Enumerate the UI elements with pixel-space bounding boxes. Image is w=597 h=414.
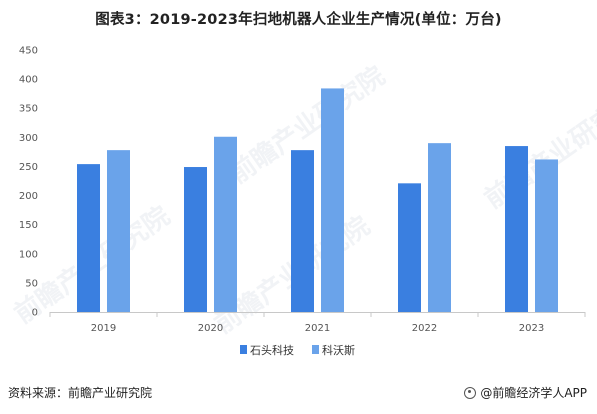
x-tick-label: 2021 [305, 323, 330, 334]
brand-logo-icon [464, 386, 477, 399]
brand: @前瞻经济学人APP [464, 384, 587, 401]
bar-series1 [77, 164, 100, 312]
y-tick-label: 400 [19, 75, 38, 86]
bar-series2 [535, 159, 558, 312]
y-tick-label: 150 [19, 220, 38, 231]
legend-swatch [240, 345, 247, 354]
x-tick-label: 2023 [519, 323, 544, 334]
brand-text: @前瞻经济学人APP [480, 386, 587, 400]
x-tick-label: 2019 [91, 323, 116, 334]
y-tick-label: 450 [19, 46, 38, 57]
bar-series1 [398, 183, 421, 312]
y-tick-label: 50 [25, 278, 38, 289]
bar-series2 [321, 88, 344, 312]
legend-label: 石头科技 [250, 343, 294, 357]
bar-series2 [428, 143, 451, 312]
y-tick-label: 0 [32, 308, 38, 319]
bar-series1 [291, 150, 314, 312]
footer: 资料来源：前瞻产业研究院 @前瞻经济学人APP [0, 384, 597, 406]
y-tick-label: 200 [19, 191, 38, 202]
chart-title: 图表3：2019-2023年扫地机器人企业生产情况(单位：万台) [95, 12, 502, 28]
x-tick-label: 2020 [198, 323, 223, 334]
source-text: 资料来源：前瞻产业研究院 [8, 386, 153, 400]
y-tick-label: 350 [19, 104, 38, 115]
legend-label: 科沃斯 [322, 343, 355, 357]
bar-series2 [214, 136, 237, 312]
y-tick-label: 100 [19, 249, 38, 260]
bar-series1 [505, 146, 528, 312]
bar-series2 [107, 150, 130, 312]
y-tick-label: 300 [19, 133, 38, 144]
y-tick-label: 250 [19, 162, 38, 173]
legend-swatch [312, 345, 319, 354]
bar-chart: 0 50 100 150 200 250 300 350 400 450 2019 2020 2021 2… [19, 46, 586, 357]
bar-series1 [184, 167, 207, 312]
x-tick-label: 2022 [412, 323, 437, 334]
